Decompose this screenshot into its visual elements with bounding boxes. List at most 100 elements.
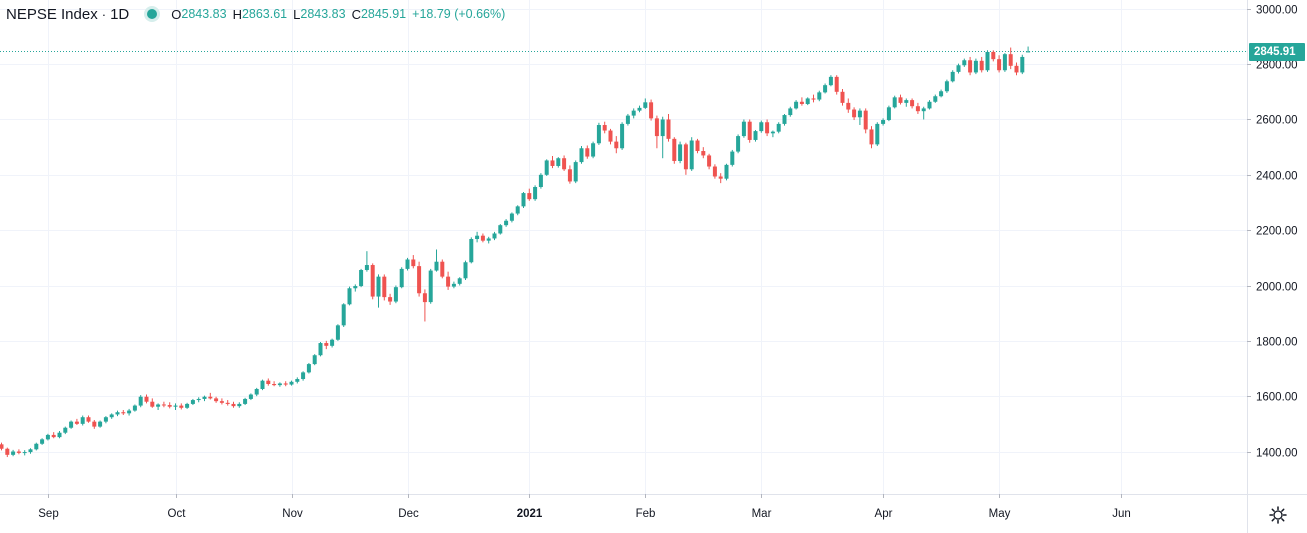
candle: [521, 191, 526, 209]
candle: [614, 136, 619, 154]
candle: [944, 79, 949, 93]
candle: [591, 141, 596, 159]
candle: [127, 408, 132, 416]
candle-body: [886, 107, 891, 121]
candle-body: [985, 51, 990, 71]
candle: [109, 413, 114, 419]
symbol-name[interactable]: NEPSE Index: [6, 5, 98, 23]
candle: [678, 141, 683, 164]
candle: [103, 416, 108, 424]
candle-body: [736, 136, 741, 152]
candle: [475, 231, 480, 243]
candle-body: [660, 119, 665, 137]
candle: [347, 286, 352, 306]
candle-body: [741, 121, 746, 137]
candle-body: [115, 412, 120, 415]
candle: [179, 403, 184, 410]
candle: [248, 393, 253, 401]
interval-label[interactable]: 1D: [110, 5, 130, 23]
price-axis[interactable]: 1400.00 1600.00 1800.00 2000.00 2200.00 2400.…: [1247, 5, 1298, 460]
candle: [544, 159, 549, 176]
candle: [927, 100, 932, 110]
candle-body: [921, 108, 926, 112]
candle-body: [944, 81, 949, 92]
candle-body: [498, 225, 503, 234]
candle: [243, 397, 248, 406]
candle-body: [341, 304, 346, 326]
candle-body: [382, 276, 387, 298]
candle: [608, 128, 613, 145]
candle-body: [69, 421, 74, 428]
candle: [237, 402, 242, 408]
candle-body: [434, 261, 439, 271]
candle-body: [724, 164, 729, 179]
high-label: H: [232, 6, 242, 22]
candle-body: [828, 76, 833, 86]
candle-body: [817, 92, 822, 100]
candle-body: [950, 71, 955, 82]
candle-body: [573, 162, 578, 182]
close-label: C: [351, 6, 361, 22]
candle: [411, 255, 416, 269]
candle-body: [446, 276, 451, 287]
candle: [991, 50, 996, 62]
candle: [759, 120, 764, 133]
candle: [405, 257, 410, 271]
candle-body: [277, 383, 282, 386]
candle-body: [562, 158, 567, 170]
candle: [161, 401, 166, 408]
candle: [881, 118, 886, 126]
candle-body: [846, 102, 851, 110]
candle-body: [892, 97, 897, 108]
candle: [794, 100, 799, 110]
candle-body: [805, 98, 810, 104]
candle-body: [997, 59, 1002, 71]
candle-body: [533, 186, 538, 200]
candle-body: [649, 102, 654, 119]
candle-body: [219, 401, 224, 403]
candle: [335, 324, 340, 341]
candle-body: [875, 123, 880, 145]
candle-body: [857, 110, 862, 118]
candle: [57, 431, 62, 439]
candle: [254, 387, 259, 397]
candle-body: [98, 421, 103, 427]
time-axis[interactable]: Sep Oct Nov Dec 2021 Feb Mar Apr May Jun: [38, 494, 1131, 520]
candle: [504, 219, 509, 227]
candle: [788, 106, 793, 117]
candle: [196, 397, 201, 403]
candle: [538, 173, 543, 189]
candle: [886, 105, 891, 122]
candle: [973, 58, 978, 75]
candle: [828, 75, 833, 87]
candle: [550, 156, 555, 169]
candle-body: [614, 141, 619, 149]
candle: [637, 105, 642, 113]
candle: [898, 94, 903, 105]
candle-body: [782, 115, 787, 124]
x-tick-label: Jun: [1112, 508, 1131, 520]
candle: [730, 149, 735, 167]
candle: [301, 371, 306, 381]
candle: [469, 237, 474, 264]
candle: [596, 122, 601, 145]
candle: [156, 403, 161, 411]
x-tick-label: Mar: [752, 508, 772, 520]
candle-body: [596, 125, 601, 144]
candle-body: [585, 148, 590, 157]
gear-icon[interactable]: [1267, 504, 1289, 526]
candle: [51, 432, 56, 439]
candle: [649, 99, 654, 121]
candle: [74, 418, 79, 425]
candle: [214, 396, 219, 403]
candle-body: [683, 144, 688, 170]
candle-body: [933, 96, 938, 102]
candle-body: [979, 60, 984, 71]
candle: [910, 98, 915, 109]
candle: [283, 381, 288, 387]
candle-body: [1008, 54, 1013, 66]
candle-body: [1026, 51, 1031, 53]
candle: [428, 268, 433, 304]
candle: [654, 115, 659, 149]
